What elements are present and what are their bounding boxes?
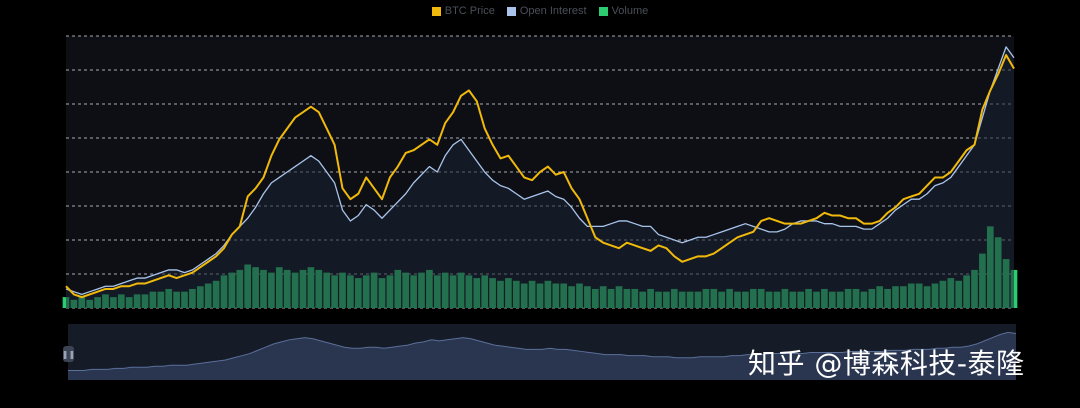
volume-swatch-icon [598, 6, 608, 16]
chart-legend: BTC Price Open Interest Volume [0, 4, 1080, 18]
navigator-area [68, 332, 1016, 380]
legend-item-volume[interactable]: Volume [598, 4, 649, 18]
btc-price-swatch-icon [431, 6, 441, 16]
range-navigator[interactable] [68, 324, 1017, 380]
line-series [65, 46, 1015, 308]
legend-label-btc-price: BTC Price [444, 5, 495, 17]
open-interest-area [66, 46, 1014, 308]
navigator-handle-left[interactable]: ❚❚ [61, 346, 76, 362]
legend-label-open-interest: Open Interest [519, 5, 587, 17]
open-interest-line [65, 46, 1015, 296]
legend-item-open-interest[interactable]: Open Interest [506, 4, 587, 18]
open-interest-swatch-icon [506, 6, 516, 16]
legend-label-volume: Volume [611, 5, 649, 17]
watermark-text: 知乎 @博森科技-泰隆 [748, 347, 1025, 380]
btc-price-line [65, 54, 1015, 299]
navigator-line [68, 331, 1017, 371]
legend-item-btc-price[interactable]: BTC Price [431, 4, 495, 18]
grip-icon: ❚❚ [61, 349, 76, 359]
